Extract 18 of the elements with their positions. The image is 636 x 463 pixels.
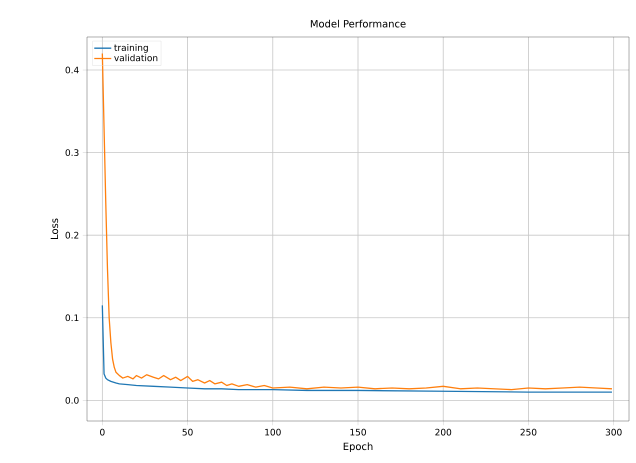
x-tick-label: 100 (265, 428, 281, 436)
x-axis-title: Epoch (344, 442, 372, 452)
legend-label: validation (114, 54, 158, 62)
x-tick-label: 50 (182, 428, 193, 436)
x-tick-label: 150 (350, 428, 366, 436)
y-axis-title: Loss (50, 218, 58, 239)
x-tick-label: 0 (100, 428, 105, 436)
line-series (102, 304, 613, 393)
legend-label: training (114, 44, 148, 53)
y-tick-label: 0.4 (66, 66, 79, 74)
x-tick-label: 200 (435, 428, 452, 436)
y-tick-label: 0.1 (66, 314, 78, 322)
chart-title: Model Performance (310, 20, 406, 28)
y-tick-label: 0.2 (66, 232, 78, 239)
x-tick-label: 300 (606, 428, 622, 436)
y-tick-label: 0.0 (66, 396, 79, 404)
y-tick-label: 0.3 (66, 149, 79, 156)
x-tick-label: 250 (520, 428, 536, 436)
